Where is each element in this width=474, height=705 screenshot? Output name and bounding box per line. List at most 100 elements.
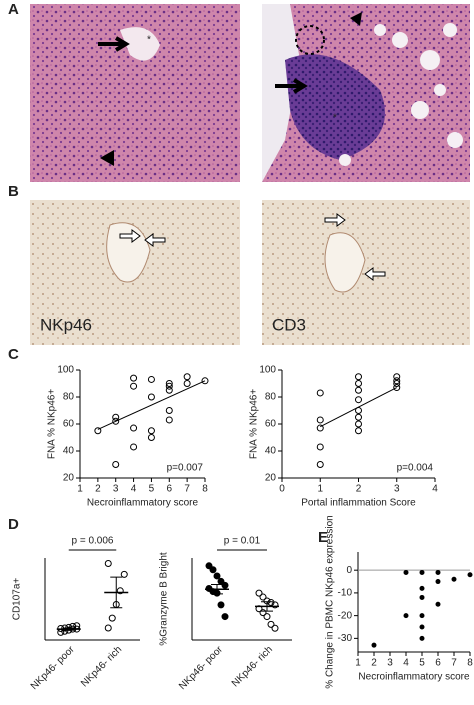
x-tick-label: NKp46- poor [29,644,77,692]
error-bar [211,584,223,595]
point [355,413,362,421]
error-bar [62,627,75,631]
point [316,424,324,432]
point [435,601,441,607]
point [467,572,473,578]
point [147,375,155,383]
point [419,585,425,591]
point [355,373,362,381]
ihc-image [262,200,470,345]
x-tick-label: 3 [113,484,119,495]
y-tick-label: 80 [63,392,75,403]
fat-vacuoles [339,23,463,166]
y-tick-label: 40 [265,446,277,457]
point [112,413,120,421]
y-tick-label: 20 [63,473,75,484]
y-tick-label: 80 [265,392,277,403]
x-tick-label: NKp46- rich [230,644,275,689]
y-tick-label: 40 [63,446,75,457]
error-bar [110,576,123,609]
x-axis-label: Necroinflammatory score [87,498,199,509]
point [263,613,271,621]
point [393,373,401,381]
point [104,624,112,632]
vessel [120,27,160,61]
point [147,427,155,435]
point [316,461,324,468]
panel-label: C [8,346,19,363]
point [130,424,138,432]
point [419,635,425,641]
arrow [119,229,141,243]
point [355,396,362,404]
panel-label: D [8,516,19,533]
x-tick-label: 2 [371,658,377,669]
y-axis-label: FNA % NKp46+ [47,389,58,459]
x-tick-label: 7 [184,484,190,495]
y-tick-label: 20 [265,473,277,484]
arrowhead [350,12,362,26]
x-axis-label: Portal inflammation Score [301,498,416,509]
point [130,374,138,382]
bracket-label: p = 0.01 [224,536,261,547]
x-tick-label: NKp46- rich [79,644,124,689]
point [259,593,267,601]
x-tick-label: 4 [131,484,137,495]
point [217,601,225,609]
annotation: p=0.007 [167,463,204,474]
x-tick-label: 2 [356,484,362,495]
point [94,427,102,435]
point [255,589,263,597]
x-tick-label: 4 [432,484,438,495]
point [201,377,209,385]
vessel [324,232,366,293]
point [112,417,120,425]
y-axis-label: CD107a+ [12,578,23,621]
dashed-circle [295,25,325,55]
point [316,443,324,451]
arrow [98,36,130,52]
x-tick-label: 2 [95,484,101,495]
x-tick-label: 6 [435,658,441,669]
point [165,380,173,387]
y-tick-label: 60 [63,419,75,430]
y-tick-label: 100 [57,365,74,376]
point [267,620,275,628]
arrow [144,233,166,247]
x-tick-label: 5 [419,658,425,669]
arrowhead [100,150,114,166]
point [419,569,425,575]
asterisk: * [147,35,151,46]
point [221,581,229,589]
panel-label: B [8,183,19,200]
bracket-label: p = 0.006 [72,536,114,547]
point [209,566,217,574]
point [104,559,112,567]
point [112,461,120,468]
annotation: p=0.004 [397,463,434,474]
point [355,380,362,387]
y-axis-label: % Change in PBMC NKp46 expression [325,515,336,688]
panel-label: E [318,529,328,546]
point [267,599,275,607]
vessel [106,222,151,283]
x-tick-label: 1 [77,484,83,495]
x-tick-label: 6 [167,484,173,495]
x-tick-label: 1 [355,658,361,669]
x-tick-label: 7 [451,658,457,669]
point [355,420,362,428]
point [165,382,173,390]
point [355,386,362,394]
point [419,624,425,630]
x-axis-label: Necroinflammatory score [358,672,470,683]
point [435,569,441,575]
point [213,572,221,580]
arrow [275,78,308,94]
point [108,614,116,622]
point [183,373,191,381]
point [183,380,191,387]
y-axis-label: %Granzyme B Bright [159,552,170,646]
point [147,434,155,441]
point [355,407,362,414]
